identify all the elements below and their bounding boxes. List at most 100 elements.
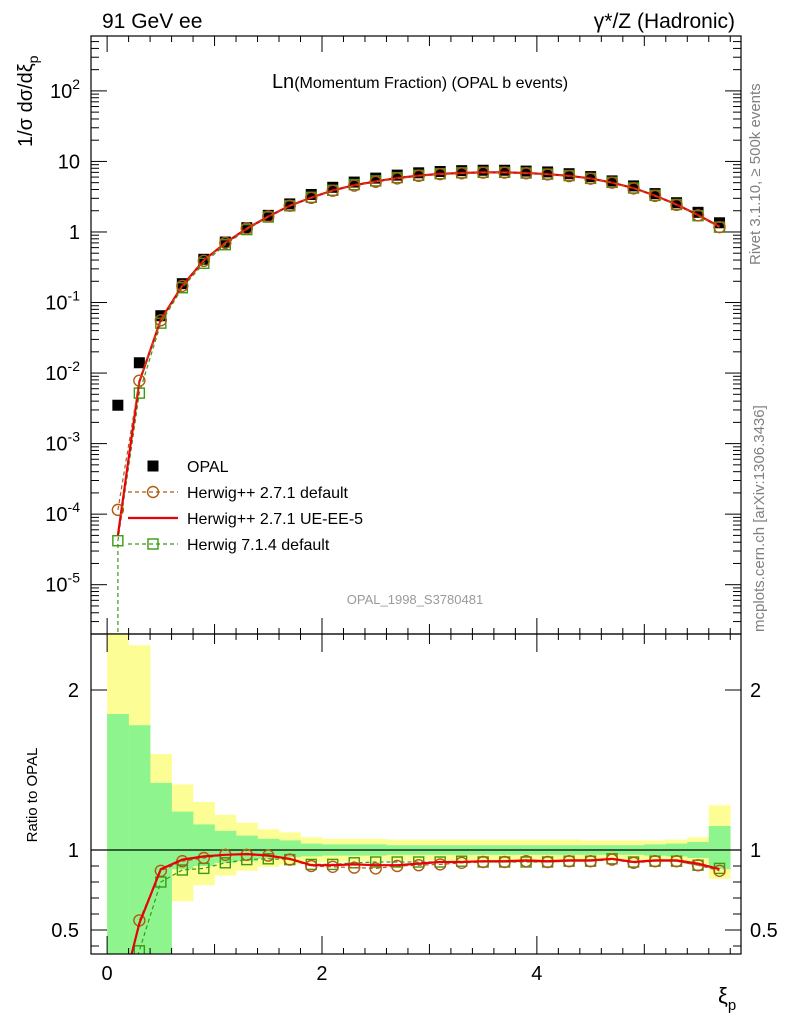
data-point: [713, 220, 726, 234]
data-point: [542, 166, 554, 178]
ratio-bands: [107, 634, 731, 954]
series-herwig-2-7-1-ue-ee-5: [116, 171, 721, 536]
main-ylabel-sub: p: [25, 55, 41, 63]
tick-exponent: -5: [68, 570, 81, 586]
series-line: [117, 171, 720, 634]
data-point: [584, 172, 597, 185]
legend-label: Herwig++ 2.7.1 default: [187, 485, 349, 502]
ratio-xlabel-sub: p: [728, 997, 736, 1014]
main-y-tick-label: 10-1: [45, 288, 80, 315]
tick-base: 10: [45, 434, 67, 456]
ratio-series: [130, 848, 726, 954]
tick-base: 10: [45, 293, 67, 315]
data-point: [111, 503, 125, 517]
main-y-tick-label: 1: [69, 222, 80, 244]
main-y-tick-label: 10-5: [45, 570, 80, 597]
data-point: [305, 188, 317, 200]
tick-base: 10: [45, 575, 67, 597]
stat-uncertainty-band: [128, 725, 151, 954]
main-title-rest: (Momentum Fraction) (OPAL b events): [294, 75, 568, 92]
main-y-tick-label: 102: [50, 76, 80, 103]
series-line: [117, 172, 720, 510]
data-point: [147, 538, 159, 550]
watermark-label: OPAL_1998_S3780481: [347, 592, 483, 607]
series-opal: [112, 164, 726, 411]
data-point: [240, 222, 253, 235]
legend-entry: Herwig 7.1.4 default: [128, 537, 330, 554]
header-right: γ*/Z (Hadronic): [594, 10, 735, 33]
data-point: [456, 165, 468, 177]
main-series: [111, 164, 726, 634]
data-point: [434, 165, 446, 177]
data-point: [154, 864, 168, 877]
stat-uncertainty-band: [279, 840, 301, 858]
ratio-y-tick-label: 2: [68, 680, 79, 702]
data-point: [283, 199, 296, 213]
ratio-xlabel: ξp: [718, 983, 736, 1014]
data-point: [585, 171, 597, 183]
data-point: [112, 399, 124, 411]
legend-label: Herwig++ 2.7.1 UE-EE-5: [187, 511, 363, 528]
ratio-frame: [90, 633, 742, 955]
tick-exponent: 2: [72, 76, 80, 92]
main-y-tick-label: 10-3: [45, 429, 80, 456]
main-title-big: Ln: [272, 71, 294, 93]
main-y-tick-label: 10-2: [45, 358, 80, 385]
data-point: [433, 167, 447, 181]
ratio-x-tick-label: 4: [531, 963, 542, 985]
data-point: [348, 857, 360, 869]
data-point: [370, 856, 382, 868]
data-point: [326, 860, 339, 873]
data-point: [391, 169, 403, 181]
data-point: [155, 310, 167, 322]
data-point: [348, 861, 361, 874]
main-y-tick-label: 10-4: [45, 499, 80, 526]
data-point: [176, 279, 189, 293]
data-point: [146, 485, 160, 499]
ratio-tick-labels: 0.5 0.5 1 1 2 2 0 2 4: [51, 680, 778, 985]
tick-exponent: -3: [68, 429, 81, 445]
legend-entry: OPAL: [147, 459, 229, 476]
data-point: [691, 209, 705, 222]
data-point: [627, 182, 640, 195]
ratio-xlabel-text: ξ: [718, 983, 728, 1008]
data-point: [498, 166, 511, 179]
data-point: [176, 864, 189, 876]
header-left: 91 GeV ee: [102, 10, 202, 33]
tick-base: 10: [50, 81, 72, 103]
stat-uncertainty-band: [236, 835, 258, 862]
tick-base: 10: [45, 363, 67, 385]
ratio-y-tick-label: 1: [68, 840, 79, 862]
data-point: [284, 198, 296, 210]
series-line: [116, 171, 721, 536]
ratio-y-tick-label-right: 1: [750, 840, 761, 862]
data-point: [455, 167, 468, 180]
data-point: [692, 206, 704, 218]
main-ylabel-text: 1/σ dσ/dξ: [15, 63, 37, 147]
ratio-x-tick-label: 2: [316, 963, 327, 985]
data-point: [649, 188, 661, 200]
data-point: [326, 184, 339, 197]
legend-label: Herwig 7.1.4 default: [187, 537, 330, 554]
data-point: [369, 862, 382, 875]
data-point: [563, 168, 575, 180]
legend-label: OPAL: [187, 459, 229, 476]
ratio-line: [130, 852, 720, 954]
data-point: [327, 181, 339, 193]
data-point: [133, 945, 146, 954]
stat-uncertainty-band: [708, 826, 731, 870]
stat-uncertainty-band: [193, 824, 215, 866]
data-point: [369, 175, 382, 188]
data-point: [476, 166, 490, 179]
data-point: [154, 314, 168, 327]
data-point: [176, 278, 188, 290]
main-y-tick-label: 10: [58, 151, 80, 173]
ratio-panel: 0.5 0.5 1 1 2 2 0 2 4 Ratio to OPAL ξp: [24, 633, 778, 1014]
stat-uncertainty-band: [171, 811, 194, 870]
ratio-y-tick-label: 0.5: [51, 920, 79, 942]
tick-base: 10: [45, 504, 67, 526]
data-point: [413, 167, 425, 179]
ratio-ticks: [91, 634, 741, 954]
